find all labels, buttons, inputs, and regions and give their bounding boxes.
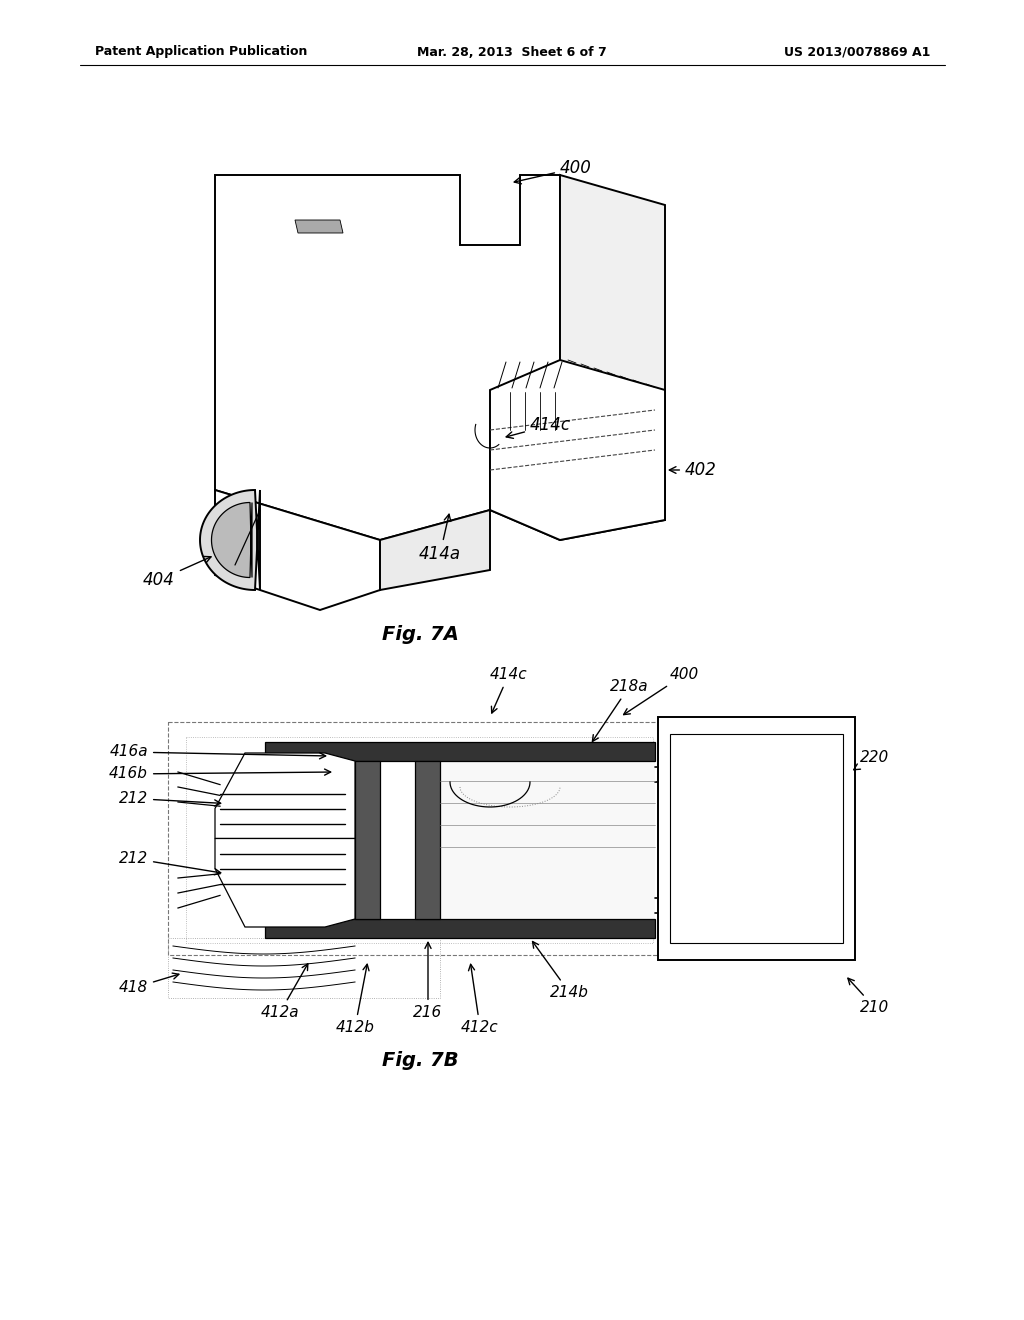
Text: Fig. 7B: Fig. 7B	[382, 1051, 459, 1069]
Polygon shape	[560, 176, 665, 420]
Text: 412b: 412b	[336, 964, 375, 1035]
Text: Patent Application Publication: Patent Application Publication	[95, 45, 307, 58]
Text: 414a: 414a	[419, 515, 461, 564]
Polygon shape	[212, 503, 252, 578]
Polygon shape	[215, 752, 355, 838]
Polygon shape	[215, 176, 560, 540]
Polygon shape	[265, 919, 655, 939]
Polygon shape	[265, 742, 655, 762]
Text: 416a: 416a	[110, 744, 326, 759]
Text: 412a: 412a	[261, 964, 308, 1020]
Text: US 2013/0078869 A1: US 2013/0078869 A1	[783, 45, 930, 58]
Polygon shape	[215, 838, 355, 927]
Polygon shape	[380, 762, 415, 919]
Text: 412c: 412c	[461, 965, 499, 1035]
Text: 402: 402	[670, 461, 717, 479]
Text: 414c: 414c	[506, 416, 571, 438]
Text: 212: 212	[119, 791, 220, 807]
Polygon shape	[490, 360, 665, 540]
Text: Mar. 28, 2013  Sheet 6 of 7: Mar. 28, 2013 Sheet 6 of 7	[417, 45, 607, 58]
Text: Fig. 7A: Fig. 7A	[382, 626, 459, 644]
Polygon shape	[215, 490, 380, 610]
Text: 404: 404	[143, 557, 211, 589]
Text: 210: 210	[848, 978, 889, 1015]
Text: 414c: 414c	[490, 667, 527, 713]
Text: 212: 212	[119, 851, 221, 875]
Text: 400: 400	[624, 667, 699, 714]
Polygon shape	[380, 510, 490, 590]
Text: 416b: 416b	[110, 767, 331, 781]
Polygon shape	[295, 220, 343, 234]
Text: 218a: 218a	[593, 678, 648, 742]
Text: 418: 418	[119, 973, 179, 995]
Text: 400: 400	[514, 158, 592, 183]
Polygon shape	[355, 762, 380, 919]
Polygon shape	[658, 717, 855, 960]
Polygon shape	[415, 762, 440, 919]
Polygon shape	[200, 490, 260, 590]
Text: 216: 216	[414, 942, 442, 1020]
Text: 214b: 214b	[532, 941, 589, 1001]
Text: 220: 220	[854, 750, 889, 770]
Polygon shape	[440, 762, 655, 919]
Polygon shape	[490, 389, 665, 540]
Polygon shape	[670, 734, 843, 942]
